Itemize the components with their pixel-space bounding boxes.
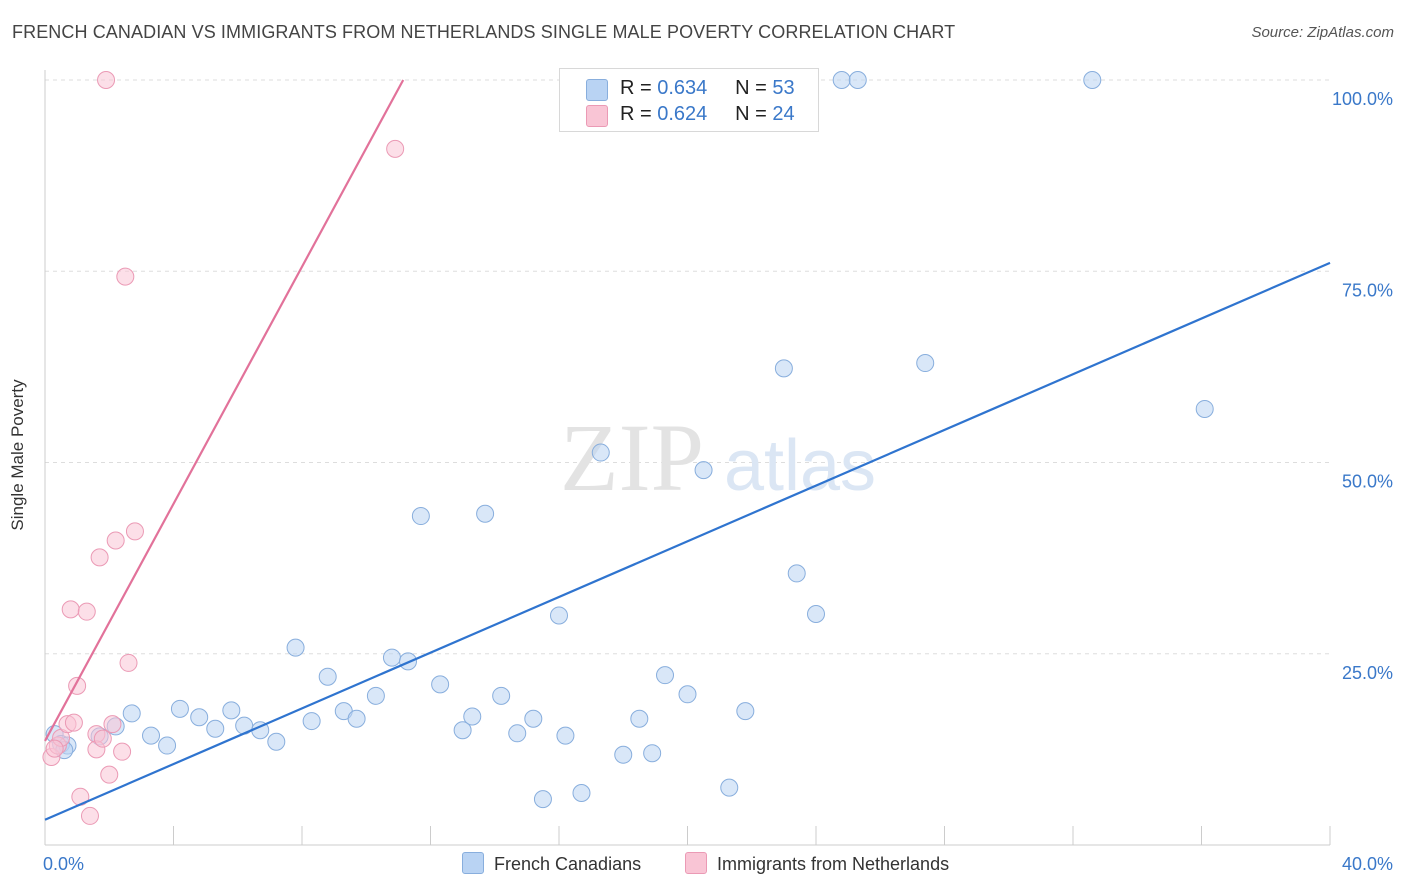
point-french-canadians [807, 604, 825, 623]
point-french-canadians [678, 685, 697, 704]
y-axis-label: Single Male Poverty [8, 379, 27, 531]
bottom-swatch-blue [462, 852, 484, 874]
point-french-canadians [492, 686, 511, 705]
r-value: 0.624 [657, 103, 708, 125]
point-french-canadians [916, 354, 935, 373]
point-french-canadians [832, 71, 851, 89]
x-tick-label: 0.0% [43, 854, 84, 874]
point-french-canadians [431, 675, 450, 694]
point-french-canadians [267, 732, 286, 751]
point-netherlands [90, 548, 109, 567]
correlation-legend: R = 0.634 N = 53 R = 0.624 N = 24 [559, 68, 819, 132]
point-french-canadians [720, 778, 739, 797]
point-french-canadians [382, 648, 401, 667]
point-french-canadians [1195, 399, 1214, 418]
bottom-legend-label: Immigrants from Netherlands [717, 854, 950, 874]
point-netherlands [106, 531, 125, 550]
point-french-canadians [508, 724, 527, 743]
trend-lines [44, 79, 1331, 821]
point-netherlands [97, 71, 116, 89]
source-credit: Source: ZipAtlas.com [1251, 24, 1394, 41]
r-value: 0.634 [657, 77, 708, 99]
bottom-legend-label: French Canadians [494, 854, 642, 874]
bottom-legend-french-canadians: French Canadians [462, 852, 641, 876]
n-value: 53 [772, 77, 795, 99]
watermark-atlas: atlas [724, 426, 876, 506]
point-netherlands [45, 739, 64, 758]
bottom-swatch-pink [685, 852, 707, 874]
point-french-canadians [286, 638, 305, 657]
point-french-canadians [550, 606, 568, 625]
watermark: ZIP atlas [560, 404, 876, 511]
bottom-legend-netherlands: Immigrants from Netherlands [685, 852, 949, 876]
point-french-canadians [630, 709, 649, 728]
point-netherlands [119, 653, 138, 672]
point-netherlands [386, 139, 405, 158]
point-french-canadians [533, 790, 552, 809]
point-french-canadians [190, 708, 209, 727]
point-french-canadians [787, 564, 806, 583]
point-french-canadians [347, 709, 366, 728]
legend-swatch-blue [586, 79, 608, 101]
point-french-canadians [170, 699, 189, 718]
axes [44, 70, 1331, 846]
data-points [42, 71, 1214, 825]
x-tick-label: 40.0% [1342, 854, 1393, 874]
n-label: N = [735, 77, 773, 99]
point-french-canadians [643, 744, 662, 763]
point-french-canadians [222, 701, 241, 720]
point-netherlands [93, 729, 112, 748]
y-tick-label: 100.0% [1332, 89, 1393, 109]
point-french-canadians [453, 721, 472, 740]
r-label: R = [620, 77, 658, 99]
point-french-canadians [122, 704, 141, 723]
point-french-canadians [774, 359, 793, 378]
point-french-canadians [556, 726, 575, 745]
point-netherlands [64, 713, 83, 732]
point-french-canadians [411, 507, 430, 526]
point-french-canadians [591, 443, 610, 462]
point-french-canadians [572, 783, 591, 802]
trendline-netherlands [44, 79, 405, 742]
point-french-canadians [736, 702, 755, 721]
y-tick-label: 25.0% [1342, 663, 1393, 683]
point-netherlands [100, 765, 119, 784]
y-tick-label: 75.0% [1342, 280, 1393, 300]
point-french-canadians [142, 726, 161, 745]
point-french-canadians [366, 686, 385, 705]
point-french-canadians [656, 666, 675, 685]
watermark-zip: ZIP [560, 404, 704, 511]
point-netherlands [103, 715, 122, 734]
point-french-canadians [694, 461, 713, 480]
tick-labels: 25.0% 50.0% 75.0% 100.0% 0.0% 40.0% [43, 89, 1393, 874]
point-french-canadians [614, 745, 633, 764]
point-french-canadians [302, 712, 321, 731]
n-value: 24 [772, 103, 795, 125]
point-netherlands [77, 602, 96, 621]
point-french-canadians [476, 504, 495, 523]
point-netherlands [113, 742, 132, 761]
trendline-french-canadians [44, 261, 1331, 821]
point-netherlands [125, 522, 144, 541]
point-netherlands [80, 806, 99, 825]
point-netherlands [116, 267, 135, 286]
n-label: N = [735, 103, 773, 125]
y-tick-label: 50.0% [1342, 472, 1393, 492]
point-french-canadians [463, 707, 482, 726]
point-french-canadians [318, 667, 337, 686]
point-netherlands [61, 600, 80, 619]
legend-stats-netherlands: R = 0.624 N = 24 [620, 103, 795, 126]
gridlines [45, 79, 1330, 655]
chart-title: FRENCH CANADIAN VS IMMIGRANTS FROM NETHE… [12, 22, 956, 42]
legend-swatch-pink [586, 105, 608, 127]
point-french-canadians [1083, 71, 1102, 89]
legend-stats-french-canadians: R = 0.634 N = 53 [620, 77, 795, 100]
r-label: R = [620, 103, 658, 125]
point-french-canadians [158, 736, 177, 755]
point-french-canadians [524, 709, 543, 728]
point-french-canadians [206, 719, 225, 738]
point-french-canadians [848, 71, 867, 89]
